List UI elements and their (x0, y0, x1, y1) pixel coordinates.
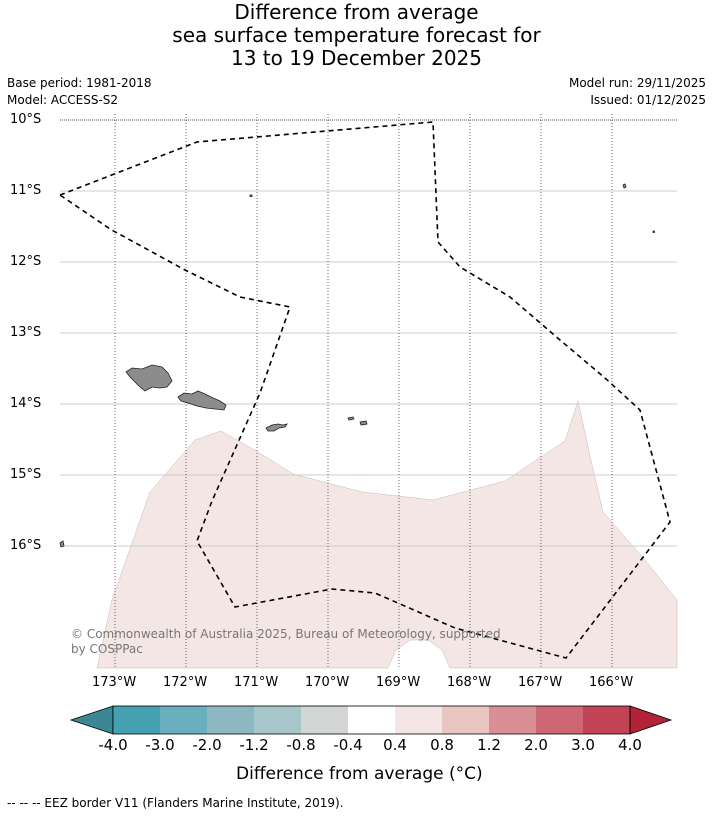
copyright-line-1: © Commonwealth of Australia 2025, Bureau… (71, 627, 501, 641)
lon-label-167w: 167°W (518, 675, 563, 690)
cbar-tick-6: 0.4 (383, 736, 407, 754)
colorbar-extend-high (629, 705, 673, 735)
cbar-tick-9: 2.0 (524, 736, 548, 754)
eez-legend: -- -- -- EEZ border V11 (Flanders Marine… (7, 796, 344, 810)
islet-east-2 (652, 230, 655, 233)
colorbar-segment-2 (207, 706, 254, 734)
island-tau (359, 420, 368, 426)
lat-label-11s: 11°S (10, 183, 42, 198)
colorbar-segment-5 (348, 706, 395, 734)
lon-label-166w: 166°W (589, 675, 634, 690)
cbar-tick-8: 1.2 (477, 736, 501, 754)
cbar-tick-11: 4.0 (618, 736, 642, 754)
cbar-tick-3: -1.2 (239, 736, 269, 754)
model-name: Model: ACCESS-S2 (7, 93, 119, 107)
lon-gridlines (114, 114, 613, 668)
island-ofu (347, 416, 355, 421)
lon-label-171w: 171°W (234, 675, 279, 690)
islet-west (59, 540, 65, 548)
lat-label-16s: 16°S (10, 538, 42, 553)
colorbar (69, 705, 673, 735)
colorbar-label: Difference from average (°C) (236, 764, 483, 784)
lat-label-14s: 14°S (10, 396, 42, 411)
colorbar-segment-0 (113, 706, 160, 734)
issued-date: Issued: 01/12/2025 (590, 93, 706, 107)
base-period: Base period: 1981-2018 (7, 76, 152, 90)
cbar-tick-10: 3.0 (571, 736, 595, 754)
cbar-tick-2: -2.0 (192, 736, 222, 754)
cbar-tick-5: -0.4 (333, 736, 363, 754)
cbar-tick-0: -4.0 (98, 736, 128, 754)
islet-east-1 (622, 183, 627, 189)
island-swains (249, 194, 253, 197)
colorbar-segment-9 (536, 706, 583, 734)
island-tutuila (265, 423, 288, 432)
colorbar-frame (112, 705, 631, 735)
lat-label-13s: 13°S (10, 325, 42, 340)
colorbar-segment-3 (254, 706, 301, 734)
lat-label-15s: 15°S (10, 467, 42, 482)
cbar-tick-4: -0.8 (286, 736, 316, 754)
island-savaii (125, 364, 173, 392)
cbar-tick-1: -3.0 (145, 736, 175, 754)
lon-label-170w: 170°W (305, 675, 350, 690)
lat-gridlines (60, 119, 677, 547)
lon-label-168w: 168°W (447, 675, 492, 690)
colorbar-segment-10 (583, 706, 630, 734)
title-line-2: sea surface temperature forecast for (172, 23, 541, 47)
colorbar-extend-low (69, 705, 114, 735)
colorbar-segment-8 (489, 706, 536, 734)
colorbar-segment-6 (395, 706, 442, 734)
copyright-line-2: by COSPPac (71, 642, 143, 656)
map-panel (58, 114, 678, 669)
lat-label-10s: 10°S (10, 112, 42, 127)
title-line-1: Difference from average (234, 0, 479, 24)
island-upolu (177, 390, 227, 411)
colorbar-segment-4 (301, 706, 348, 734)
anomaly-region (96, 400, 678, 669)
title-line-3: 13 to 19 December 2025 (230, 46, 482, 70)
lat-label-12s: 12°S (10, 254, 42, 269)
colorbar-segment-7 (442, 706, 489, 734)
lon-label-169w: 169°W (376, 675, 421, 690)
colorbar-segment-1 (160, 706, 207, 734)
cbar-tick-7: 0.8 (430, 736, 454, 754)
lon-label-173w: 173°W (92, 675, 137, 690)
eez-border (58, 121, 671, 659)
lon-label-172w: 172°W (163, 675, 208, 690)
model-run: Model run: 29/11/2025 (568, 76, 706, 90)
land-masses (59, 183, 655, 548)
